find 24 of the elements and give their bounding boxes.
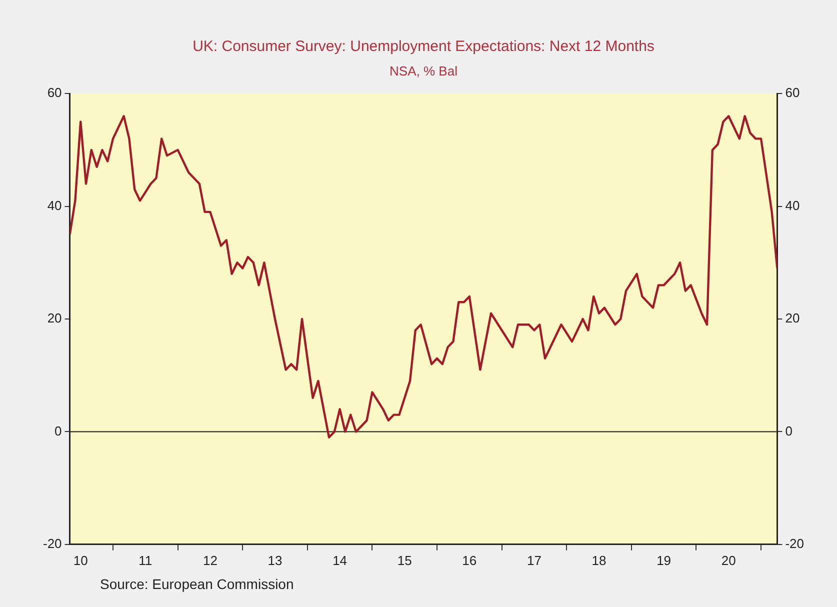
x-tick-label: 15 [397, 552, 412, 568]
y2-tick-label: 60 [785, 85, 800, 100]
y2-tick-label: -20 [785, 536, 804, 551]
chart-subtitle: NSA, % Bal [390, 63, 458, 78]
x-tick-label: 13 [268, 552, 282, 568]
x-tick-label: 14 [332, 552, 348, 568]
x-tick-label: 17 [526, 552, 542, 568]
y-tick-label: 0 [54, 423, 62, 438]
y2-tick-label: 40 [785, 198, 800, 213]
y-tick-label: 20 [47, 310, 62, 326]
x-tick-label: 20 [721, 552, 736, 568]
x-tick-label: 16 [462, 552, 477, 568]
y2-tick-label: 20 [785, 310, 800, 326]
y-tick-label: 60 [47, 85, 62, 100]
x-tick-label: 12 [202, 552, 218, 568]
chart-title: UK: Consumer Survey: Unemployment Expectations: Next 12 Months [192, 38, 654, 56]
y-tick-label: -20 [42, 536, 62, 551]
y-tick-label: 40 [47, 198, 62, 213]
x-tick-label: 11 [138, 552, 152, 568]
x-tick-label: 18 [592, 552, 606, 568]
x-tick-label: 10 [73, 552, 88, 568]
source-note: Source: European Commission [100, 576, 294, 592]
x-tick-label: 19 [656, 552, 672, 568]
y2-tick-label: 0 [785, 423, 792, 438]
